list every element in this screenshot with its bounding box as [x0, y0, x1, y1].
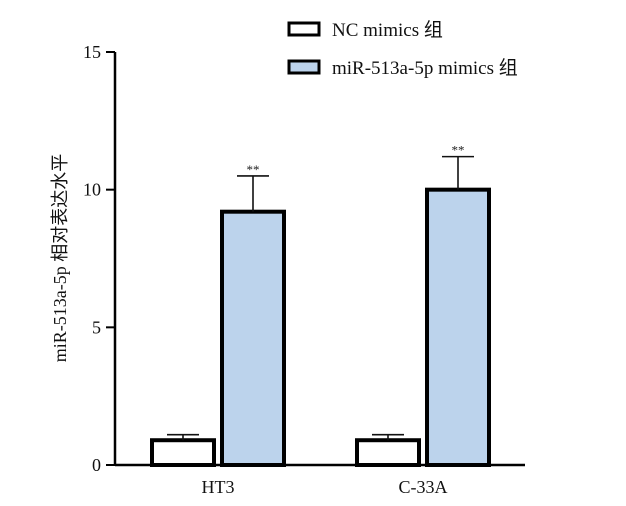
bar-ht3-series-0 — [150, 438, 216, 468]
x-tick-label: C-33A — [399, 477, 448, 497]
legend-swatch-series-1 — [287, 59, 321, 75]
bar-c-33a-series-0 — [355, 438, 421, 468]
legend: NC mimics 组 miR-513a-5p mimics 组 — [287, 19, 518, 79]
y-tick-label: 10 — [83, 180, 101, 200]
y-tick-label: 5 — [92, 317, 101, 337]
significance-marker: ** — [452, 143, 465, 158]
category-labels: HT3 C-33A — [202, 477, 448, 497]
bar-ht3-series-1 — [220, 209, 286, 467]
bar-c-33a-series-1 — [425, 187, 491, 468]
bars: ** ** — [150, 143, 491, 468]
y-tick-label: 15 — [83, 42, 101, 62]
significance-marker: ** — [247, 162, 260, 177]
legend-label-series-0: NC mimics 组 — [332, 19, 443, 41]
y-tick-label: 0 — [92, 455, 101, 475]
legend-swatch-series-0 — [287, 21, 321, 37]
legend-label-series-1: miR-513a-5p mimics 组 — [332, 57, 518, 79]
y-axis-label: miR-513a-5p 相对表达水平 — [50, 154, 70, 363]
x-tick-label: HT3 — [202, 477, 235, 497]
